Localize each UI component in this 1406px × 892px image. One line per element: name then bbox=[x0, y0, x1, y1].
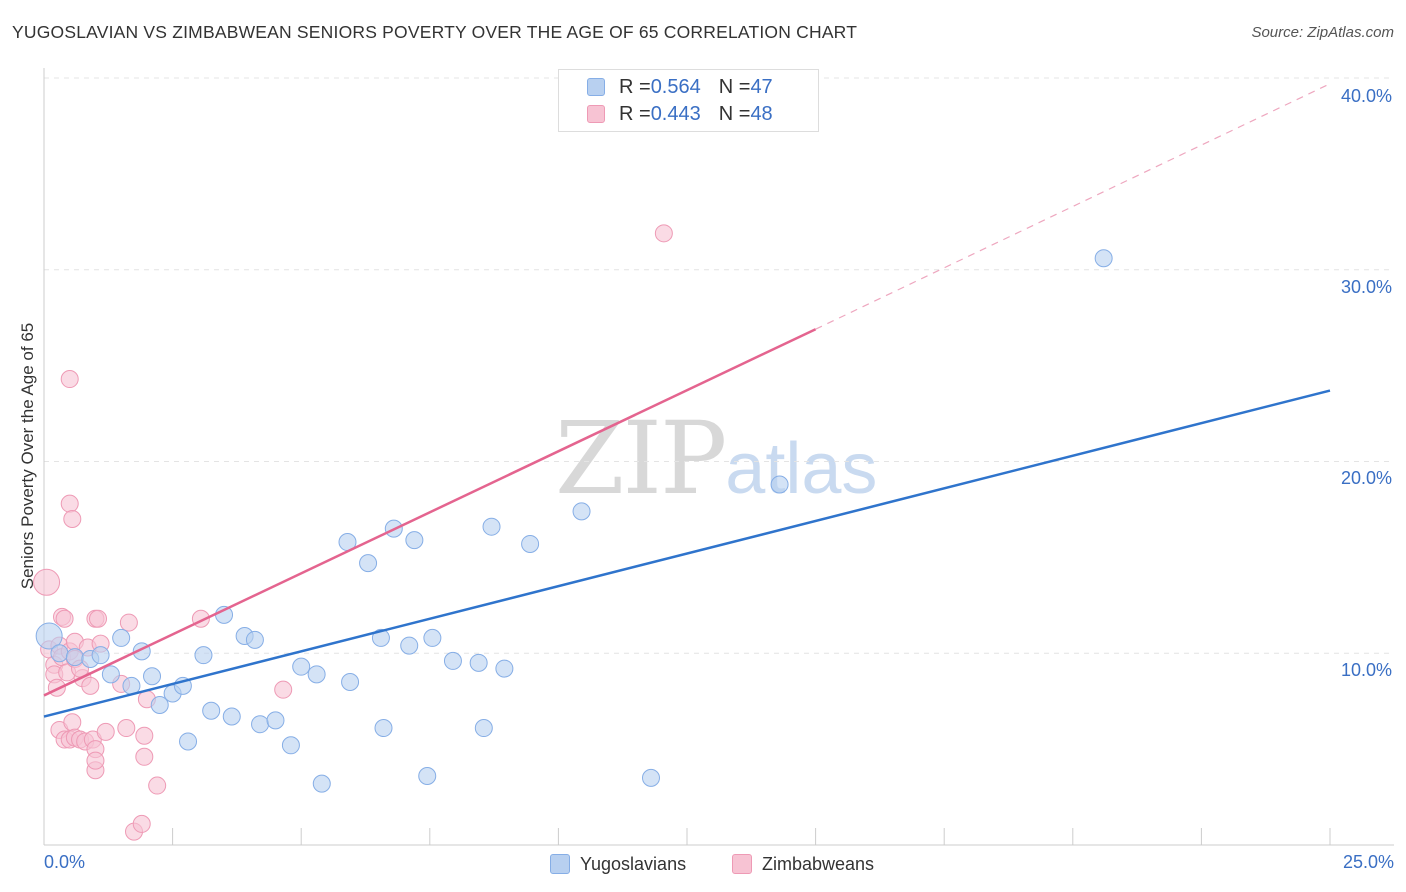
legend-swatch-blue bbox=[587, 78, 605, 96]
n-value: 48 bbox=[750, 102, 773, 125]
point-zimbabwean bbox=[86, 751, 105, 770]
x-tick-label-max: 25.0% bbox=[1342, 852, 1394, 872]
watermark-zip: ZIP bbox=[555, 400, 727, 517]
point-yugoslavian bbox=[194, 646, 213, 665]
point-zimbabwean bbox=[654, 224, 673, 243]
n-value: 47 bbox=[750, 75, 773, 98]
point-yugoslavian bbox=[143, 667, 162, 686]
point-zimbabwean bbox=[60, 370, 79, 389]
point-zimbabwean bbox=[148, 776, 167, 795]
y-axis-title: Seniors Poverty Over the Age of 65 bbox=[18, 322, 37, 590]
point-zimbabwean bbox=[55, 609, 74, 628]
watermark-atlas: atlas bbox=[725, 429, 878, 509]
point-yugoslavian bbox=[202, 701, 221, 720]
r-label: R = bbox=[619, 75, 651, 98]
point-yugoslavian bbox=[359, 554, 378, 573]
legend-swatch-pink bbox=[587, 105, 605, 123]
y-tick-label-20: 20.0% bbox=[1340, 468, 1392, 488]
y-tick-label-10: 10.0% bbox=[1340, 660, 1392, 680]
point-zimbabwean bbox=[274, 680, 293, 699]
r-value: 0.443 bbox=[650, 102, 701, 125]
point-yugoslavian bbox=[405, 531, 424, 550]
point-yugoslavian bbox=[65, 648, 84, 667]
n-label: N = bbox=[718, 102, 751, 125]
point-zimbabwean bbox=[135, 747, 154, 766]
point-yugoslavian bbox=[1094, 249, 1113, 268]
point-zimbabwean bbox=[63, 510, 82, 529]
trendline-zimbabweans bbox=[43, 328, 817, 697]
point-zimbabwean bbox=[96, 722, 115, 741]
point-yugoslavian bbox=[641, 768, 660, 787]
point-yugoslavian bbox=[371, 628, 390, 647]
trendline-yugoslavians bbox=[43, 389, 1331, 718]
legend-label: Yugoslavians bbox=[580, 853, 687, 874]
y-tick-label-40: 40.0% bbox=[1340, 86, 1392, 106]
point-zimbabwean bbox=[33, 568, 61, 596]
point-yugoslavian bbox=[418, 766, 437, 785]
point-yugoslavian bbox=[91, 646, 110, 665]
point-yugoslavian bbox=[572, 502, 591, 521]
point-yugoslavian bbox=[35, 622, 63, 650]
point-yugoslavian bbox=[101, 665, 120, 684]
point-zimbabwean bbox=[60, 494, 79, 513]
point-yugoslavian bbox=[292, 657, 311, 676]
legend-row-yugoslavians: R = 0.564 N = 47 bbox=[587, 76, 773, 98]
point-yugoslavian bbox=[495, 659, 514, 678]
x-tick-label-min: 0.0% bbox=[44, 852, 86, 872]
point-yugoslavian bbox=[150, 696, 169, 715]
point-yugoslavian bbox=[474, 719, 493, 738]
watermark: ZIPatlas bbox=[555, 400, 877, 517]
legend-item-zimbabweans[interactable]: Zimbabweans bbox=[732, 852, 874, 876]
legend-label: Zimbabweans bbox=[762, 853, 875, 874]
point-zimbabwean bbox=[81, 676, 100, 695]
point-yugoslavian bbox=[251, 715, 270, 734]
point-yugoslavian bbox=[482, 517, 501, 536]
point-yugoslavian bbox=[521, 534, 540, 553]
point-yugoslavian bbox=[312, 774, 331, 793]
n-label: N = bbox=[718, 75, 751, 98]
point-yugoslavian bbox=[179, 732, 198, 751]
point-yugoslavian bbox=[770, 475, 789, 494]
legend-swatch-blue bbox=[550, 854, 570, 874]
point-yugoslavian bbox=[266, 711, 285, 730]
chart-title: YUGOSLAVIAN VS ZIMBABWEAN SENIORS POVERT… bbox=[12, 22, 858, 42]
point-yugoslavian bbox=[222, 707, 241, 726]
point-zimbabwean bbox=[63, 713, 82, 732]
point-yugoslavian bbox=[281, 736, 300, 755]
r-label: R = bbox=[619, 102, 651, 125]
point-zimbabwean bbox=[119, 613, 138, 632]
point-yugoslavian bbox=[469, 653, 488, 672]
point-yugoslavian bbox=[341, 673, 360, 692]
legend-item-yugoslavians[interactable]: Yugoslavians bbox=[550, 852, 686, 876]
point-yugoslavian bbox=[50, 644, 69, 663]
correlation-legend: R = 0.564 N = 47 R = 0.443 N = 48 bbox=[558, 69, 819, 132]
point-yugoslavian bbox=[245, 630, 264, 649]
legend-swatch-pink bbox=[732, 854, 752, 874]
trendline-zimbabweans-extension bbox=[815, 83, 1331, 330]
point-zimbabwean bbox=[132, 814, 151, 833]
point-yugoslavian bbox=[112, 628, 131, 647]
point-yugoslavian bbox=[423, 628, 442, 647]
point-zimbabwean bbox=[117, 719, 136, 738]
point-zimbabwean bbox=[89, 609, 108, 628]
legend-row-zimbabweans: R = 0.443 N = 48 bbox=[587, 103, 773, 125]
point-yugoslavian bbox=[400, 636, 419, 655]
point-yugoslavian bbox=[307, 665, 326, 684]
source-credit: Source: ZipAtlas.com bbox=[1251, 24, 1394, 41]
y-tick-label-30: 30.0% bbox=[1340, 277, 1392, 297]
point-yugoslavian bbox=[443, 651, 462, 670]
point-yugoslavian bbox=[374, 719, 393, 738]
r-value: 0.564 bbox=[650, 75, 701, 98]
point-zimbabwean bbox=[135, 726, 154, 745]
